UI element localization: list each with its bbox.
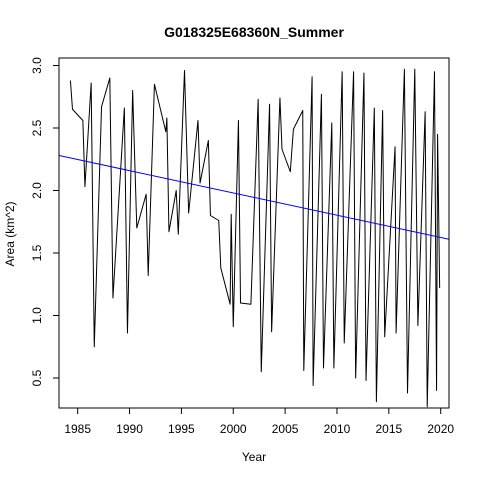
y-tick-label: 2.0 (30, 182, 44, 199)
axes: 1985 1990 1995 2000 2005 2010 2015 2020 0.5 1.0 1.… (30, 57, 454, 436)
x-tick-label: 1995 (168, 422, 195, 436)
x-tick-label: 2020 (427, 422, 454, 436)
series-line (69, 68, 441, 408)
x-tick-label: 2015 (375, 422, 402, 436)
trend-line (59, 155, 449, 240)
plot-area (59, 68, 449, 408)
y-axis-label: Area (km^2) (3, 202, 17, 267)
y-tick-label: 2.5 (30, 119, 44, 136)
x-axis-label: Year (242, 450, 266, 464)
chart-title: G018325E68360N_Summer (164, 24, 344, 40)
x-tick-label: 2000 (220, 422, 247, 436)
y-tick-label: 3.0 (30, 57, 44, 74)
x-tick-label: 1990 (116, 422, 143, 436)
plot-frame (58, 57, 450, 409)
x-tick-label: 1985 (64, 422, 91, 436)
y-tick-label: 0.5 (30, 369, 44, 386)
y-tick-label: 1.5 (30, 244, 44, 261)
x-tick-label: 2005 (272, 422, 299, 436)
x-tick-label: 2010 (324, 422, 351, 436)
y-tick-label: 1.0 (30, 307, 44, 324)
